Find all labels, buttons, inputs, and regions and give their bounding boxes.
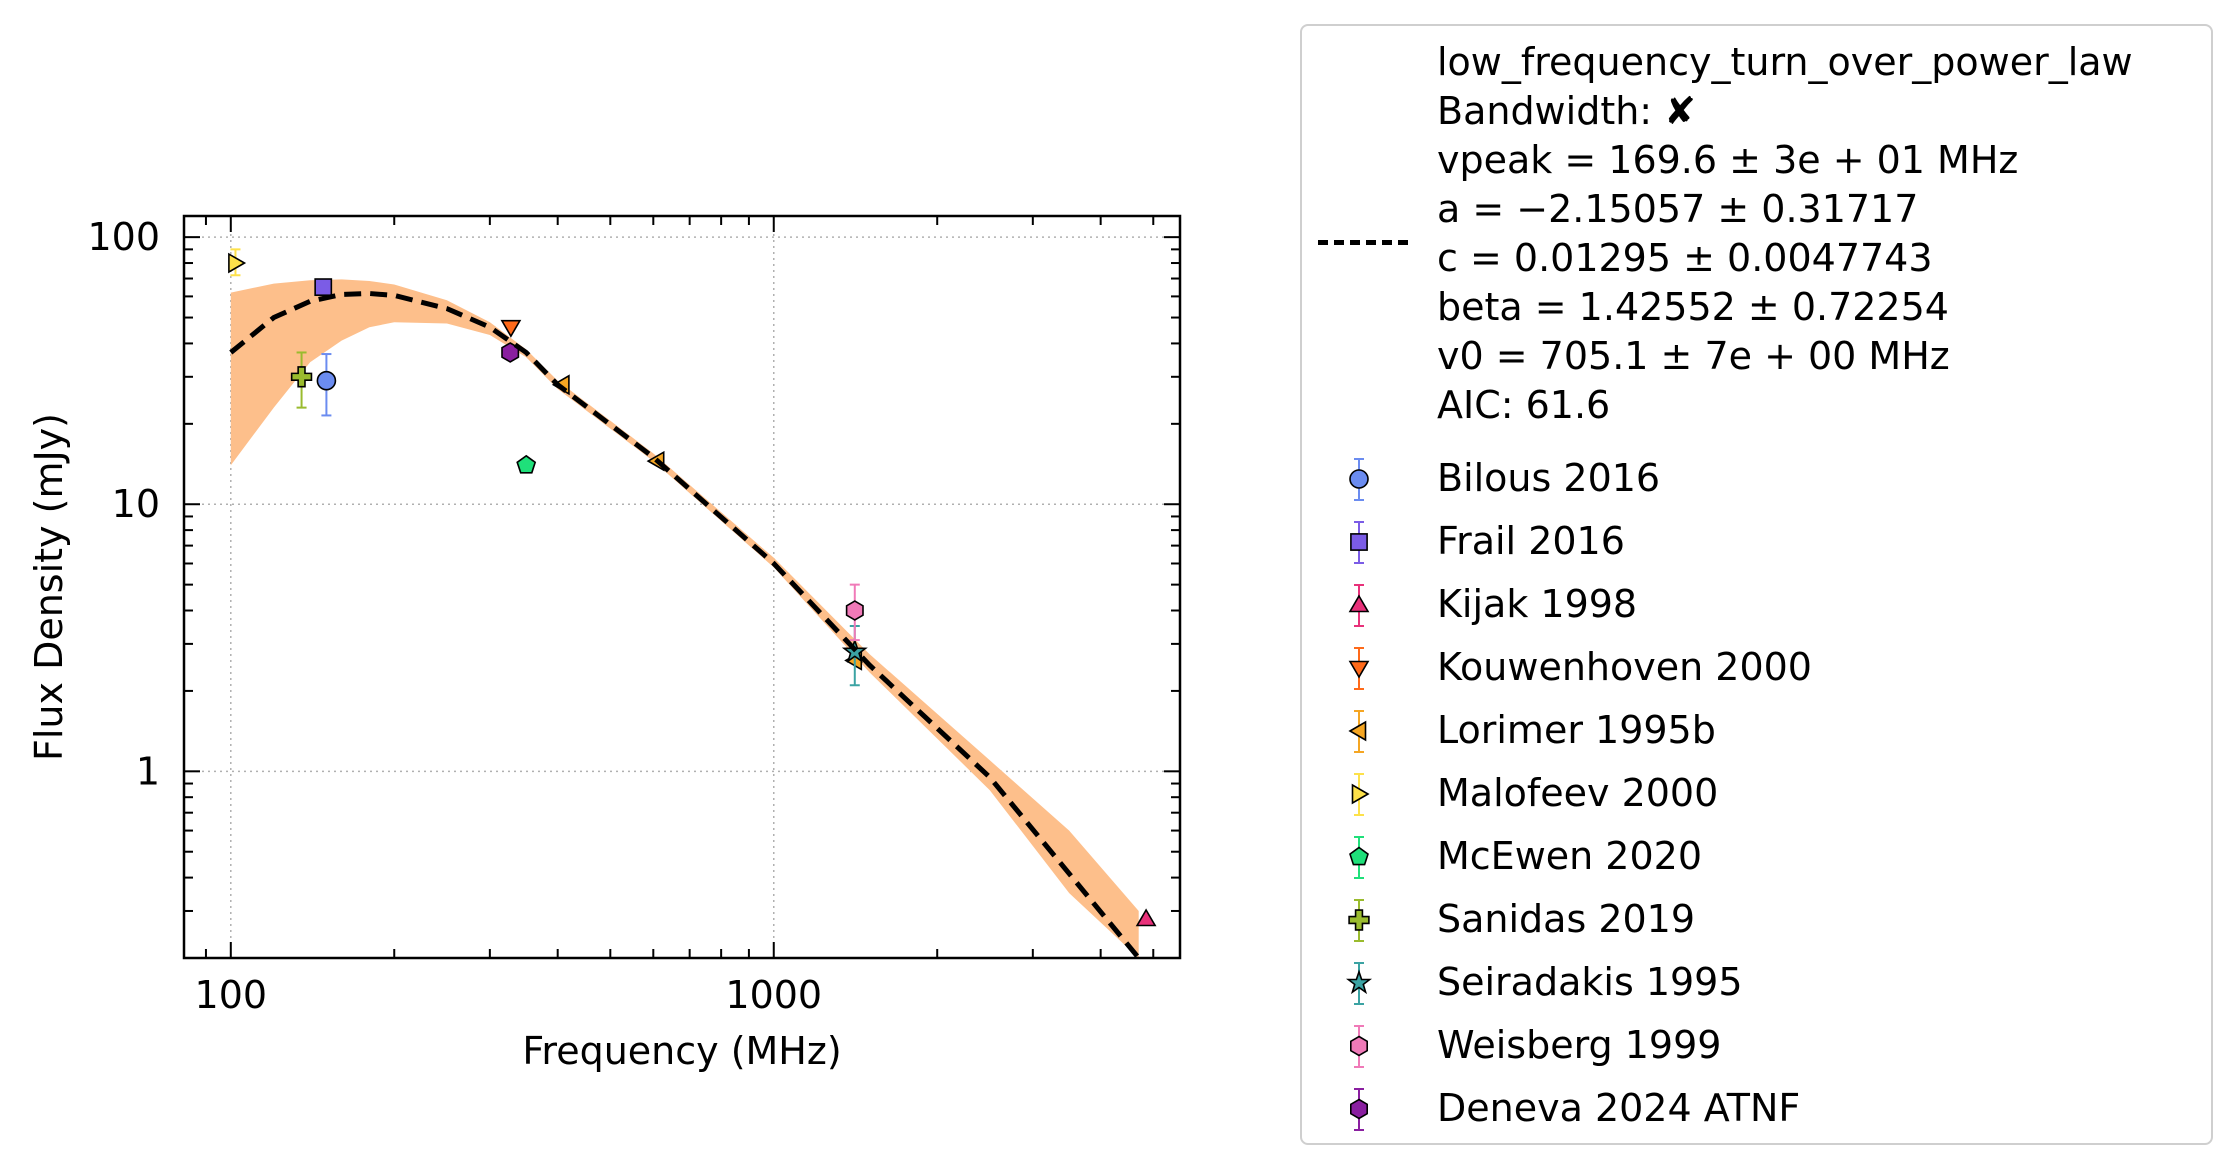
legend-marker-swatch <box>1348 710 1367 753</box>
data-point-marker <box>290 366 313 388</box>
fit-vpeak: vpeak = 169.6 ± 3e + 01 MHz <box>1437 138 2019 182</box>
legend-marker <box>1349 1035 1368 1057</box>
chart-canvas: 100 1000 1 10 100 Frequency (MHz) Flux Densi… <box>27 214 1182 1073</box>
legend-marker-swatch <box>1349 458 1369 501</box>
legend-item: Bilous 2016 <box>1302 448 2211 511</box>
x-tick-label: 100 <box>195 973 268 1017</box>
x-tick-label: 1000 <box>725 973 822 1017</box>
legend-item: Malofeev 2000 <box>1302 763 2211 826</box>
data-point-marker <box>845 600 864 621</box>
legend-marker-swatch <box>1349 1088 1368 1131</box>
legend-fit-line-swatch <box>1318 240 1408 245</box>
legend-marker <box>1345 969 1373 995</box>
legend-marker <box>1349 1098 1368 1120</box>
legend-series-list: Bilous 2016 Frail 2016 Kijak 1998 Kouwenhov… <box>1302 448 2211 1141</box>
legend-label: Kijak 1998 <box>1437 582 1638 626</box>
y-axis-label: Flux Density (mJy) <box>27 413 71 761</box>
legend-label: Lorimer 1995b <box>1437 708 1716 752</box>
legend-label: Weisberg 1999 <box>1437 1023 1722 1067</box>
legend-item: Sanidas 2019 <box>1302 889 2211 952</box>
y-tick-label: 1 <box>136 749 160 793</box>
legend-label: Kouwenhoven 2000 <box>1437 645 1812 689</box>
legend-label: Malofeev 2000 <box>1437 771 1719 815</box>
legend-item: Frail 2016 <box>1302 511 2211 574</box>
series-malofeev-2000 <box>228 248 247 277</box>
series-frail-2016 <box>314 278 333 297</box>
data-point-marker <box>228 252 247 274</box>
y-tick-label: 10 <box>112 482 160 526</box>
fit-uncertainty-band <box>230 279 1139 958</box>
y-tick-label: 100 <box>87 215 160 259</box>
legend-marker <box>1350 533 1368 551</box>
legend-label: Seiradakis 1995 <box>1437 960 1743 1004</box>
legend-marker-swatch <box>1351 773 1370 816</box>
legend: low_frequency_turn_over_power_law Bandwi… <box>1300 24 2213 1145</box>
data-point-marker <box>316 370 337 391</box>
series-weisberg-1999 <box>845 583 864 642</box>
legend-marker <box>1348 660 1370 679</box>
legend-label: Bilous 2016 <box>1437 456 1661 500</box>
data-point-marker <box>516 454 537 474</box>
legend-marker <box>1349 846 1369 866</box>
series-bilous-2016 <box>316 353 337 417</box>
legend-marker-swatch <box>1349 836 1369 879</box>
fit-beta: beta = 1.42552 ± 0.72254 <box>1437 285 1949 329</box>
legend-label: Frail 2016 <box>1437 519 1625 563</box>
legend-marker <box>1351 783 1370 805</box>
fit-v0: v0 = 705.1 ± 7e + 00 MHz <box>1437 334 1950 378</box>
fit-parameters: low_frequency_turn_over_power_law Bandwi… <box>1437 38 2133 430</box>
legend-marker-swatch <box>1350 521 1368 564</box>
legend-marker <box>1348 909 1370 931</box>
legend-item: Weisberg 1999 <box>1302 1015 2211 1078</box>
series-kijak-1998 <box>1135 908 1157 927</box>
fit-bandwidth: Bandwidth: ✘ <box>1437 89 1697 133</box>
fit-a: a = −2.15057 ± 0.31717 <box>1437 187 1919 231</box>
plot-frame <box>182 214 1182 960</box>
data-point-marker <box>1135 908 1157 927</box>
legend-marker <box>1349 469 1369 489</box>
data-point-marker <box>314 278 333 297</box>
series-kouwenhoven-2000 <box>500 319 522 338</box>
axis-ticks <box>184 216 1180 959</box>
data-point-marker <box>500 319 522 338</box>
fit-aic: AIC: 61.6 <box>1437 383 1611 427</box>
legend-item: Seiradakis 1995 <box>1302 952 2211 1015</box>
legend-marker-swatch <box>1349 1025 1368 1068</box>
legend-item: Lorimer 1995b <box>1302 700 2211 763</box>
legend-marker <box>1348 720 1367 742</box>
legend-item: Kouwenhoven 2000 <box>1302 637 2211 700</box>
legend-marker-swatch <box>1348 899 1370 942</box>
fit-curve <box>229 290 1141 958</box>
tick-labels: 100 1000 1 10 100 <box>87 215 822 1017</box>
legend-marker-swatch <box>1348 647 1370 690</box>
legend-item: McEwen 2020 <box>1302 826 2211 889</box>
grid <box>184 216 1180 958</box>
legend-item: Kijak 1998 <box>1302 574 2211 637</box>
legend-label: Sanidas 2019 <box>1437 897 1696 941</box>
series-sanidas-2019 <box>290 351 313 409</box>
legend-label: Deneva 2024 ATNF <box>1437 1086 1801 1130</box>
fit-model-name: low_frequency_turn_over_power_law <box>1437 40 2133 84</box>
legend-item: Deneva 2024 ATNF <box>1302 1078 2211 1141</box>
series-mcewen-2020 <box>516 454 537 474</box>
legend-label: McEwen 2020 <box>1437 834 1703 878</box>
x-axis-label: Frequency (MHz) <box>522 1029 841 1073</box>
legend-marker <box>1348 594 1370 613</box>
legend-marker-swatch <box>1348 584 1370 627</box>
legend-marker-swatch <box>1345 962 1373 1005</box>
fit-c: c = 0.01295 ± 0.0047743 <box>1437 236 1933 280</box>
